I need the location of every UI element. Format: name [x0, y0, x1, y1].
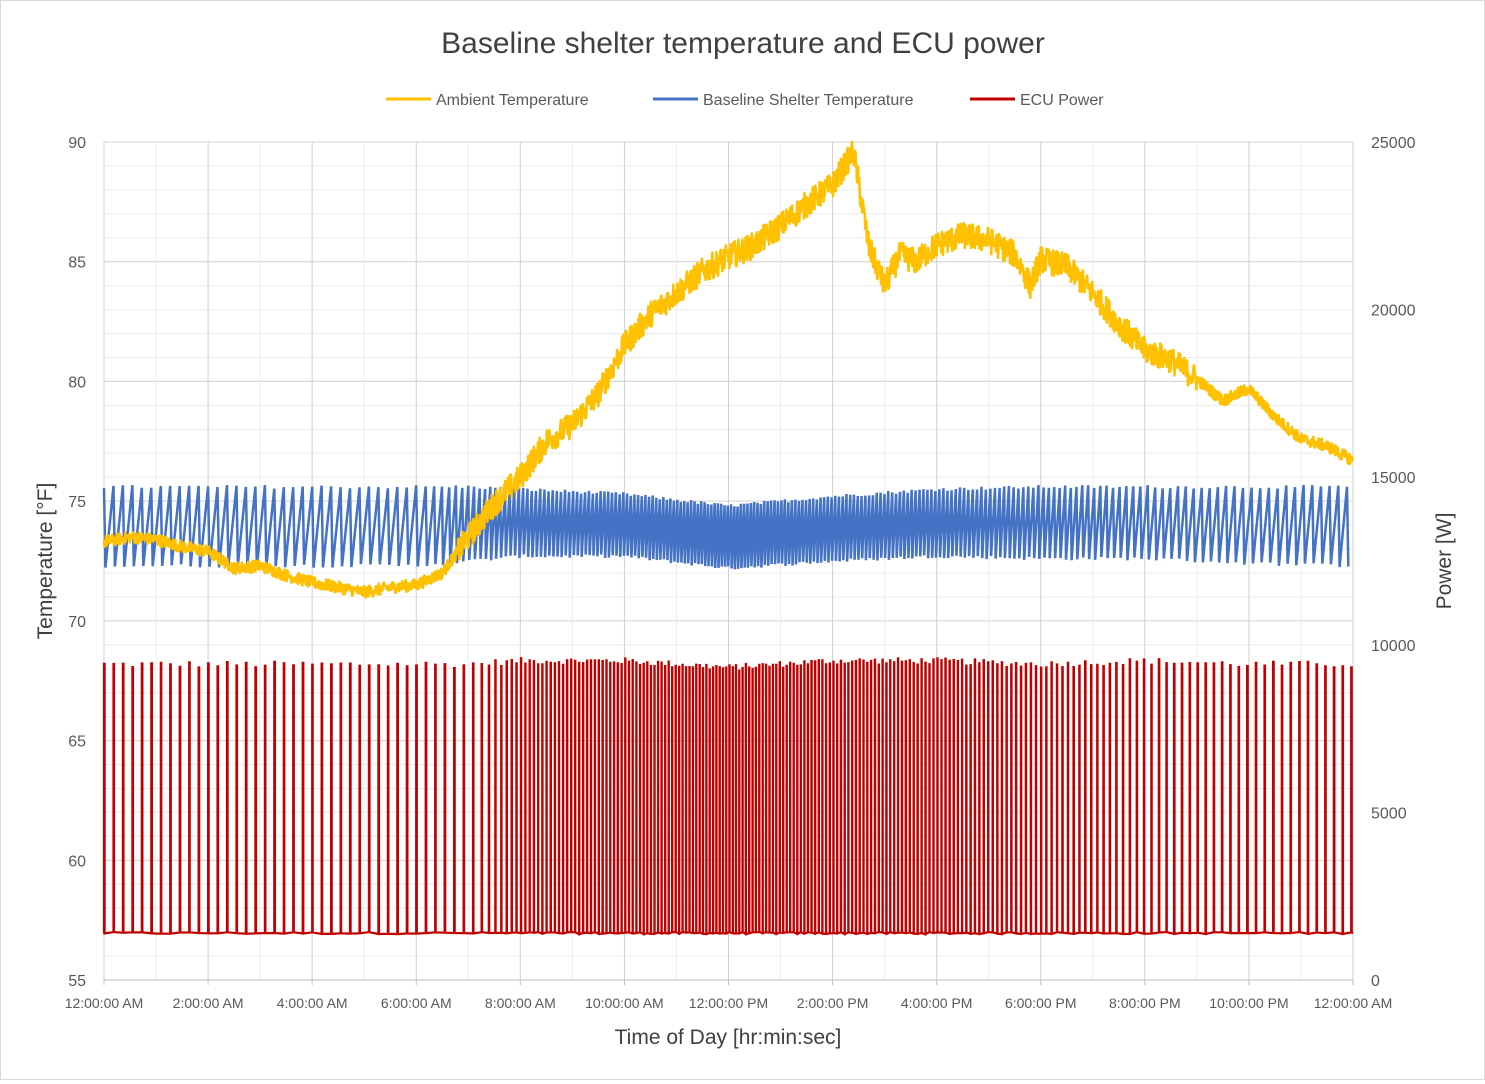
x-tick-label: 4:00:00 AM [277, 995, 348, 1011]
right-tick-label: 15000 [1371, 470, 1416, 487]
right-tick-label: 20000 [1371, 303, 1416, 320]
x-tick-label: 12:00:00 AM [65, 995, 144, 1011]
x-axis-label: Time of Day [hr:min:sec] [615, 1026, 842, 1049]
legend: Ambient Temperature Baseline Shelter Temp… [386, 92, 1104, 109]
left-tick-label: 65 [68, 734, 86, 751]
right-tick-label: 10000 [1371, 638, 1416, 655]
right-tick-label: 0 [1371, 973, 1380, 990]
y-axis-label-left: Temperature [°F] [34, 483, 57, 640]
chart-title: Baseline shelter temperature and ECU pow… [441, 27, 1045, 60]
left-tick-label: 80 [68, 374, 86, 391]
left-tick-label: 55 [68, 973, 86, 990]
right-tick-label: 25000 [1371, 135, 1416, 152]
x-tick-label: 12:00:00 PM [689, 995, 768, 1011]
series-ecu-power [102, 657, 1354, 936]
left-tick-label: 60 [68, 853, 86, 870]
left-axis-ticks: 90 85 80 75 70 65 60 55 [68, 135, 86, 990]
baseline-shelter-temperature-line [102, 484, 1350, 570]
series-ambient-temperature [102, 140, 1355, 599]
right-tick-label: 5000 [1371, 805, 1407, 822]
x-tick-label: 2:00:00 AM [173, 995, 244, 1011]
x-axis-ticks: 12:00:00 AM 2:00:00 AM 4:00:00 AM 6:00:00 A… [65, 995, 1393, 1011]
left-tick-label: 75 [68, 494, 86, 511]
x-tick-label: 10:00:00 AM [585, 995, 664, 1011]
ecu-power-line [102, 657, 1354, 936]
left-tick-label: 90 [68, 135, 86, 152]
x-tick-label: 4:00:00 PM [901, 995, 973, 1011]
x-tick-label: 6:00:00 PM [1005, 995, 1077, 1011]
legend-label-1: Baseline Shelter Temperature [703, 92, 914, 109]
left-tick-label: 85 [68, 255, 86, 272]
plot-area [102, 140, 1355, 936]
axes [103, 979, 1354, 985]
x-tick-label: 12:00:00 AM [1314, 995, 1393, 1011]
legend-label-2: ECU Power [1020, 92, 1104, 109]
x-tick-label: 8:00:00 AM [485, 995, 556, 1011]
x-tick-label: 8:00:00 PM [1109, 995, 1181, 1011]
x-tick-label: 2:00:00 PM [797, 995, 869, 1011]
legend-label-0: Ambient Temperature [436, 92, 589, 109]
x-tick-label: 10:00:00 PM [1209, 995, 1288, 1011]
right-axis-ticks: 25000 20000 15000 10000 5000 0 [1371, 135, 1416, 990]
y-axis-label-right: Power [W] [1433, 513, 1456, 610]
series-baseline-shelter-temperature [102, 484, 1350, 570]
ambient-temperature-line [102, 140, 1355, 599]
x-tick-label: 6:00:00 AM [381, 995, 452, 1011]
left-tick-label: 70 [68, 614, 86, 631]
